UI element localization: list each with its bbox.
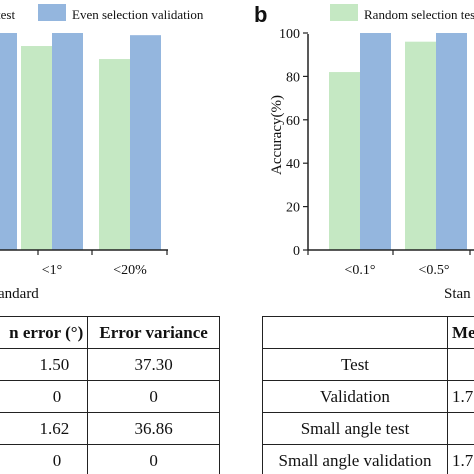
a-x-tick-label: <1° — [42, 263, 63, 278]
table-row: Small angle test — [262, 412, 474, 445]
b-y-tick-label: 40 — [286, 157, 300, 172]
b-bar-test — [405, 41, 436, 251]
table-cell: 0 — [87, 380, 220, 413]
b-bar-validation — [436, 33, 467, 250]
chart-a: <1° <20% andard test Even selection vali… — [0, 4, 204, 300]
b-panel-letter: b — [254, 2, 267, 27]
table-cell: 0 — [0, 444, 89, 474]
table-header-row: Me — [262, 316, 474, 349]
table-row: 0 0 — [0, 380, 220, 413]
b-x-tick-label: <0.1° — [345, 263, 376, 278]
table-cell: 36.86 — [87, 412, 220, 445]
table-cell: Small angle test — [262, 412, 448, 445]
table-cell — [447, 412, 474, 445]
table-cell: 37.30 — [87, 348, 220, 381]
a-legend-validation-label: Even selection validation — [72, 7, 204, 22]
b-y-tick-label: 60 — [286, 114, 300, 129]
table-cell: 0 — [0, 380, 89, 413]
table-row: Validation 1.7 — [262, 380, 474, 413]
a-bar-test — [99, 59, 130, 250]
table-cell: Test — [262, 348, 448, 381]
table-row: 0 0 — [0, 444, 220, 474]
table-cell: 1.50 — [0, 348, 89, 381]
table-cell: 1.7 — [447, 444, 474, 474]
table-cell — [447, 348, 474, 381]
a-bar-validation — [130, 35, 161, 250]
table-header-cell: n error (°) — [0, 316, 89, 349]
panel-a-table: n error (°) Error variance 1.50 37.30 0 … — [0, 316, 220, 474]
a-x-tick-label: <20% — [113, 263, 147, 278]
a-legend-validation-swatch — [38, 4, 66, 21]
b-y-tick-label: 20 — [286, 201, 300, 216]
table-row: 1.62 36.86 — [0, 412, 220, 445]
table-cell: Validation — [262, 380, 448, 413]
table-cell: Small angle validation — [262, 444, 448, 474]
a-x-axis-label: andard — [0, 286, 39, 300]
a-bar-validation — [0, 33, 17, 250]
b-legend-test-swatch — [330, 4, 358, 21]
b-bar-test — [329, 72, 360, 250]
b-y-tick-label: 0 — [293, 244, 300, 259]
b-y-tick-label: 100 — [279, 27, 300, 42]
b-x-tick-label: <0.5° — [419, 263, 450, 278]
chart-b: b Random selection tes Accuracy(%) 0 20 40… — [254, 2, 474, 302]
table-cell: 1.7 — [447, 380, 474, 413]
b-y-tick-label: 80 — [286, 70, 300, 85]
b-legend-test-label: Random selection tes — [364, 7, 474, 22]
table-header-cell: Error variance — [87, 316, 220, 349]
table-header-cell — [262, 316, 448, 349]
table-row: Small angle validation 1.7 — [262, 444, 474, 474]
b-bar-validation — [360, 33, 391, 250]
panel-b-table: Me Test Validation 1.7 Small angle test … — [262, 316, 474, 474]
a-bar-test — [21, 46, 52, 250]
table-row: 1.50 37.30 — [0, 348, 220, 381]
a-bar-validation — [52, 33, 83, 250]
b-y-axis-label: Accuracy(%) — [269, 95, 285, 175]
table-header-row: n error (°) Error variance — [0, 316, 220, 349]
table-header-cell: Me — [447, 316, 474, 349]
table-row: Test — [262, 348, 474, 381]
table-cell: 1.62 — [0, 412, 89, 445]
b-x-axis-label: Stan — [444, 286, 471, 302]
table-cell: 0 — [87, 444, 220, 474]
a-legend-test-label: test — [0, 7, 15, 22]
